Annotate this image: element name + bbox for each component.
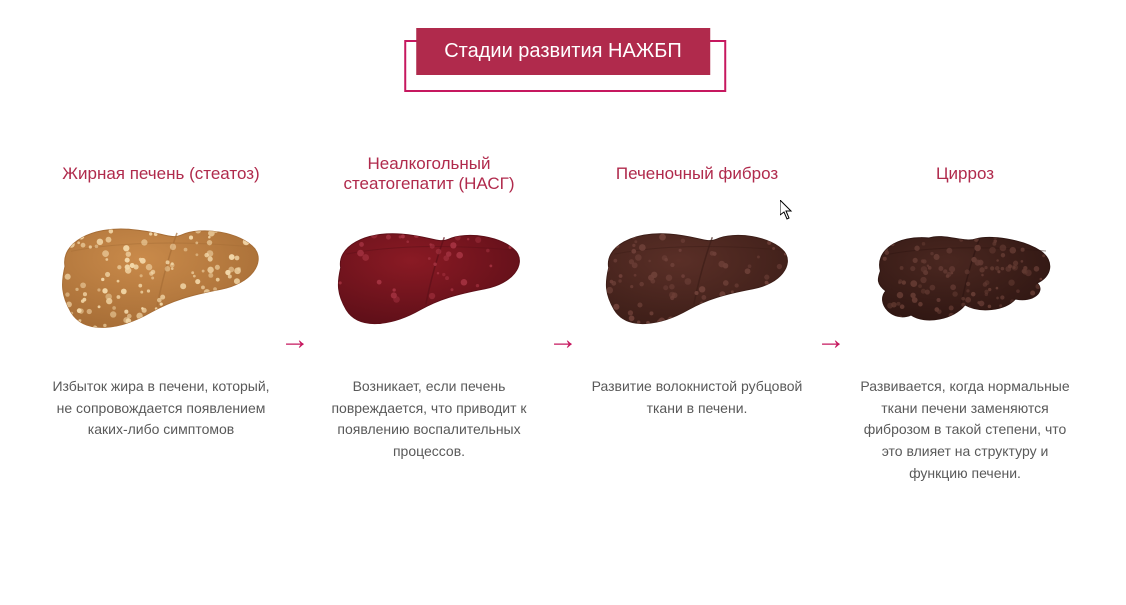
stage-1: Неалкогольный стеатогепатит (НАСГ) Возни… [318, 150, 540, 463]
arrow-icon: → [816, 323, 846, 357]
title-container: Стадии развития НАЖБП [416, 28, 710, 75]
stage-3-desc: Развивается, когда нормальные ткани пече… [855, 376, 1075, 484]
stage-2: Печеночный фиброз Развитие волокнистой р… [586, 150, 808, 419]
arrow-1: → [548, 150, 578, 460]
stage-3-liver [875, 218, 1055, 348]
stage-0: Жирная печень (стеатоз) Избыток жира в п… [50, 150, 272, 441]
arrow-icon: → [280, 323, 310, 357]
stage-3: Цирроз Развивается, когда нормальные тка… [854, 150, 1076, 484]
stage-0-liver [61, 218, 261, 348]
arrow-2: → [816, 150, 846, 460]
stage-2-liver [605, 218, 790, 348]
arrow-0: → [280, 150, 310, 460]
stage-2-title: Печеночный фиброз [616, 150, 778, 198]
stages-row: Жирная печень (стеатоз) Избыток жира в п… [50, 150, 1076, 484]
stage-0-desc: Избыток жира в печени, который, не сопро… [51, 376, 271, 441]
stage-1-desc: Возникает, если печень повреждается, что… [319, 376, 539, 463]
stage-0-title: Жирная печень (стеатоз) [62, 150, 259, 198]
cursor-icon [780, 200, 794, 225]
title-text: Стадии развития НАЖБП [416, 28, 710, 75]
stage-3-title: Цирроз [936, 150, 994, 198]
stage-1-liver [337, 218, 522, 348]
arrow-icon: → [548, 323, 578, 357]
stage-2-desc: Развитие волокнистой рубцовой ткани в пе… [587, 376, 807, 419]
stage-1-title: Неалкогольный стеатогепатит (НАСГ) [318, 150, 540, 198]
